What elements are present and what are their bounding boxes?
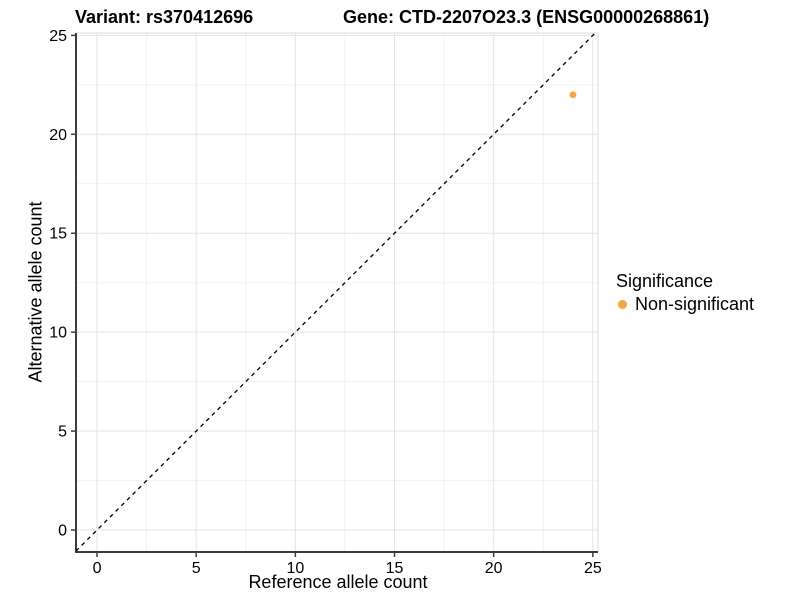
legend-item-label: Non-significant <box>635 294 755 314</box>
x-tick-label: 15 <box>386 560 404 577</box>
y-tick-label: 0 <box>58 523 67 540</box>
y-tick-label: 10 <box>49 325 67 342</box>
y-tick-label: 20 <box>49 127 67 144</box>
legend-title: Significance <box>616 271 714 291</box>
y-tick-label: 15 <box>49 226 67 243</box>
x-tick-label: 0 <box>93 560 102 577</box>
y-tick-label: 5 <box>58 424 67 441</box>
x-axis-title: Reference allele count <box>248 572 428 592</box>
x-tick-label: 5 <box>192 560 201 577</box>
legend-item-non-significant: Non-significant <box>616 294 754 315</box>
plot-title-gene: Gene: CTD-2207O23.3 (ENSG00000268861) <box>343 7 710 27</box>
plot-title-variant: Variant: rs370412696 <box>75 7 254 27</box>
identity-line <box>75 32 596 552</box>
x-tick-label: 25 <box>584 560 602 577</box>
data-point <box>569 91 577 99</box>
y-tick-label: 25 <box>49 28 67 45</box>
legend: Significance Non-significant <box>616 270 754 315</box>
y-axis-title: Alternative allele count <box>25 201 46 383</box>
legend-dot-icon <box>618 300 627 309</box>
x-tick-label: 10 <box>286 560 304 577</box>
panel-background <box>76 33 598 552</box>
x-tick-label: 20 <box>485 560 503 577</box>
